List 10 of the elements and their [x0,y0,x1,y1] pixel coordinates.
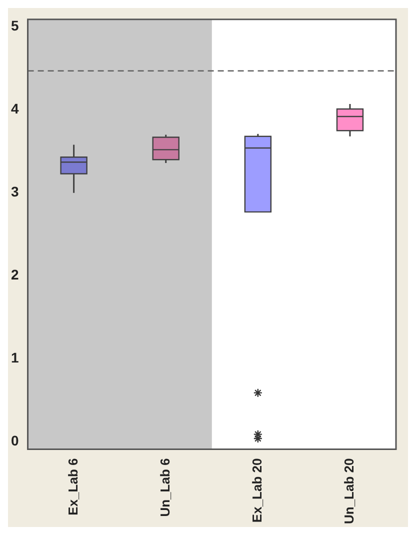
x-tick-label: Un_Lab 20 [342,458,357,524]
y-tick-label: 5 [10,18,19,34]
y-tick-label: 3 [10,184,19,200]
y-tick-label: 0 [10,432,19,449]
y-tick-label: 4 [10,100,19,117]
x-tick-label: Ex_Lab 6 [65,458,80,516]
x-tick-label: Ex_Lab 20 [250,458,264,523]
y-tick-label: 2 [10,266,19,283]
x-tick-label: Un_Lab 6 [157,458,172,517]
y-tick-label: 1 [10,350,19,366]
